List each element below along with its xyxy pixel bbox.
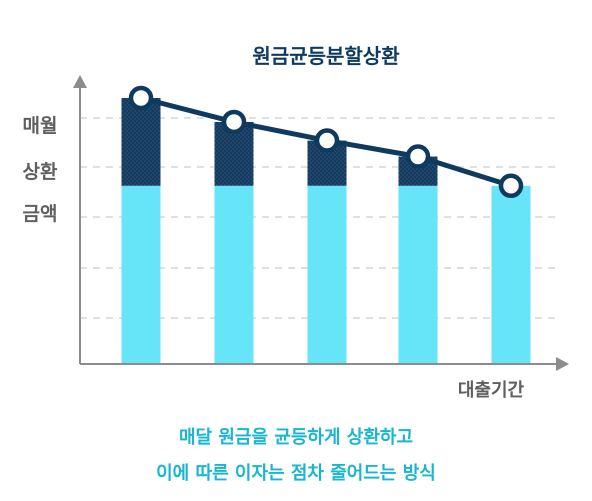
trend-marker <box>314 128 340 153</box>
trend-marker <box>128 85 154 111</box>
y-axis-label-line-2: 상환 <box>23 161 58 183</box>
caption-line-2: 이에 따른 이자는 점차 줄어드는 방식 <box>156 463 436 484</box>
y-axis-arrow <box>73 75 87 88</box>
payment-trend <box>128 85 524 199</box>
trend-marker <box>498 173 524 199</box>
caption-line-1: 매달 원금을 균등하게 상환하고 <box>179 426 413 448</box>
bar-principal <box>398 185 438 364</box>
trend-marker <box>405 144 431 169</box>
chart-title: 원금균등분할상환 <box>252 44 400 68</box>
bar-principal <box>214 185 254 364</box>
y-axis-label-line-1: 매월 <box>23 115 58 137</box>
bar-principal <box>491 185 531 364</box>
bar-principal <box>307 185 347 364</box>
x-axis-arrow <box>556 357 569 371</box>
y-axis-label-line-3: 금액 <box>23 203 58 225</box>
x-axis-label: 대출기간 <box>458 380 525 401</box>
trend-marker <box>221 109 247 135</box>
bar-interest <box>121 98 161 186</box>
bars <box>121 98 531 364</box>
bar-principal <box>121 185 161 364</box>
